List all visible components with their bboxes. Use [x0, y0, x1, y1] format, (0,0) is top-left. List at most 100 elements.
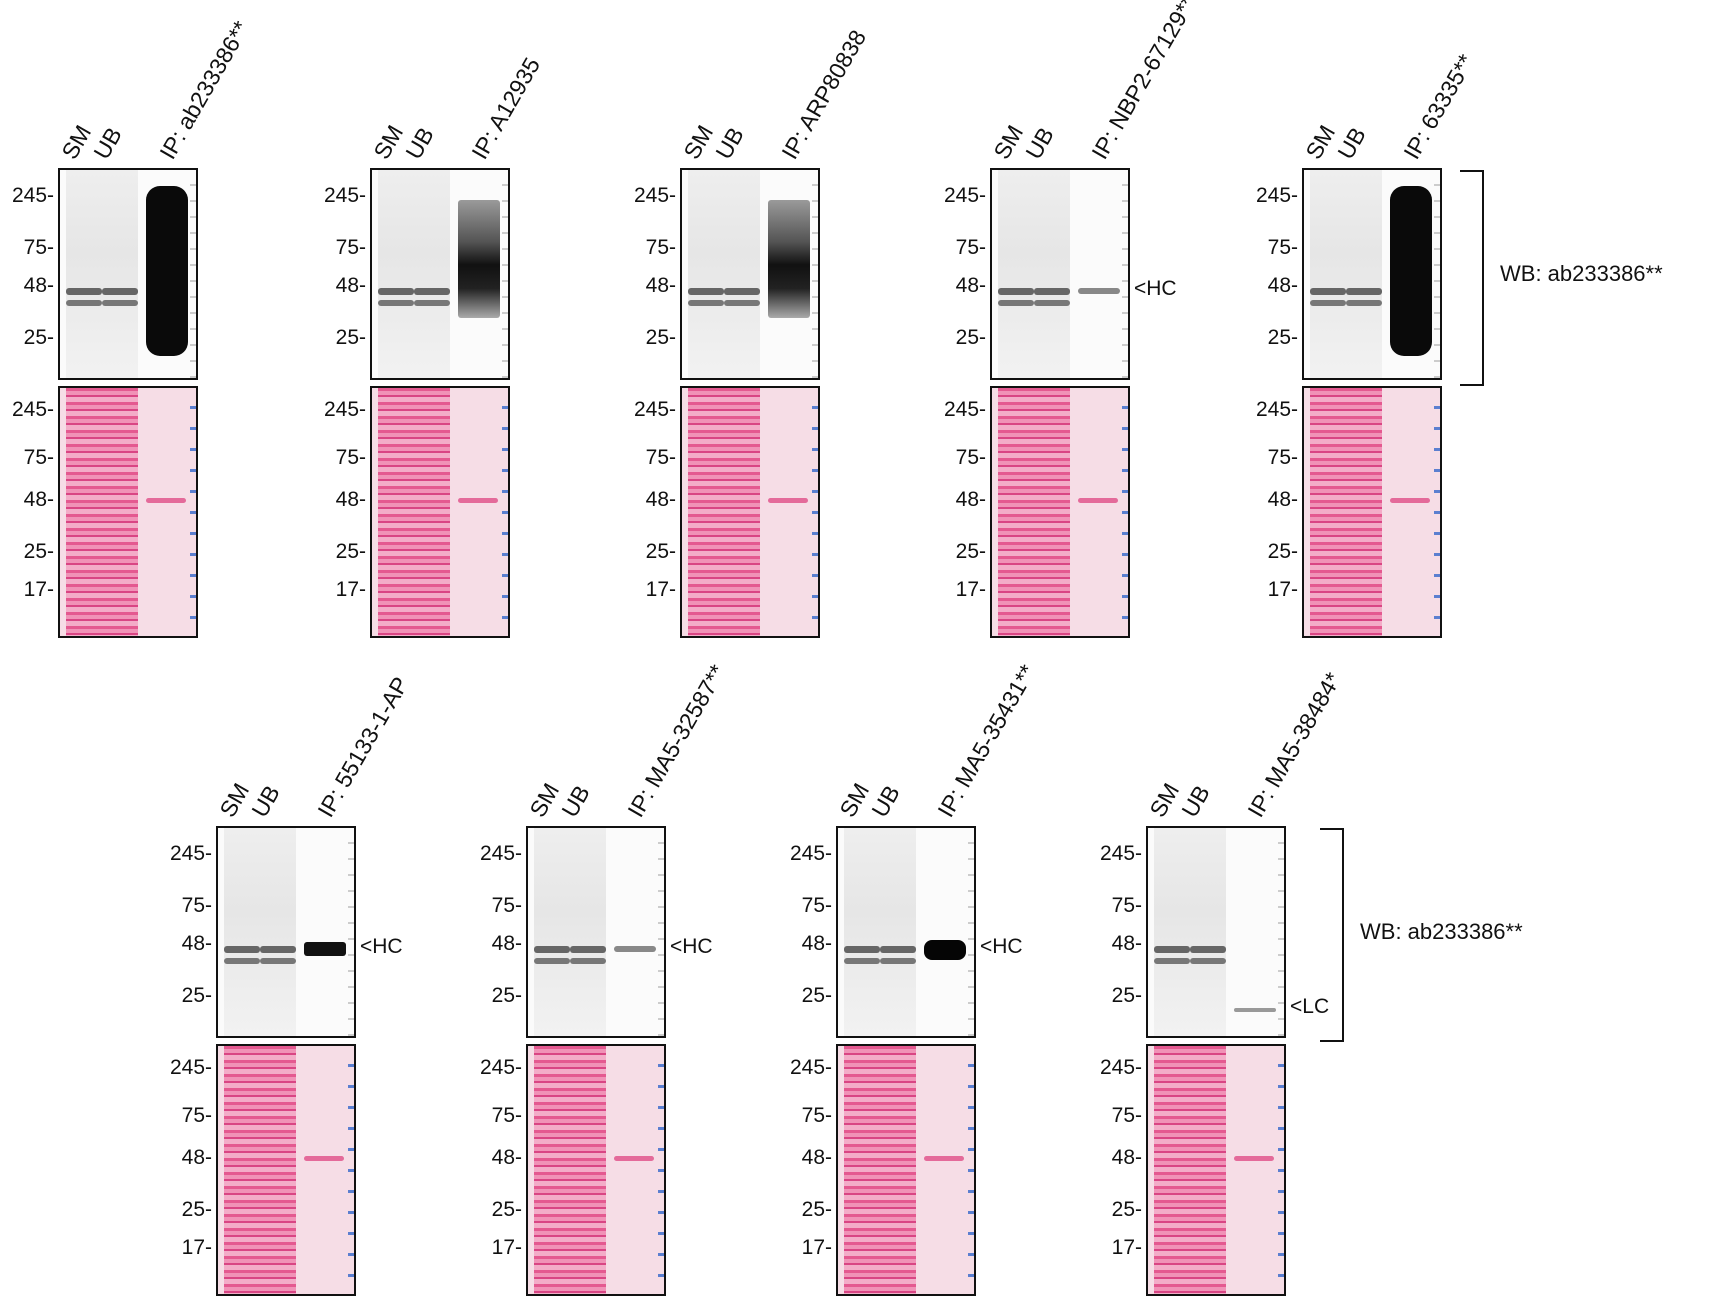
mw-label: 75-: [1111, 1104, 1142, 1127]
mw-label: 245-: [479, 842, 522, 865]
mw-label: 245-: [323, 184, 366, 207]
ponceau-stain: [58, 386, 198, 638]
lane-label: UB: [1020, 122, 1059, 164]
wb-antibody-label: WB: ab233386**: [1500, 261, 1663, 286]
mw-label: 25-: [801, 984, 832, 1007]
ponceau-stain: [990, 386, 1130, 638]
stain-lane: [224, 1046, 260, 1294]
protein-band: [102, 288, 138, 295]
mw-label: 245-: [479, 1056, 522, 1079]
mw-label: 75-: [335, 236, 366, 259]
mw-label: 25-: [1267, 540, 1298, 563]
mw-label: 48-: [1111, 932, 1142, 955]
lane-label: UB: [710, 122, 749, 164]
lane-label: SM: [56, 120, 97, 164]
lane-label: UB: [1332, 122, 1371, 164]
mw-label: 48-: [335, 488, 366, 511]
mw-label: 75-: [955, 236, 986, 259]
stain-lane: [1310, 388, 1346, 636]
stain-lane: [414, 388, 450, 636]
lane-smear: [724, 170, 760, 378]
mw-label: 25-: [1111, 984, 1142, 1007]
mw-label: 25-: [645, 326, 676, 349]
ip-lane-label: IP: ARP80838: [776, 25, 872, 164]
lane-smear: [844, 828, 880, 1036]
protein-band: [724, 300, 760, 306]
mw-label: 17-: [181, 1236, 212, 1259]
protein-band: [66, 300, 102, 306]
protein-band: [570, 958, 606, 964]
ip-lane-label: IP: MA5-32587**: [622, 660, 731, 822]
stain-ip-band: [924, 1156, 964, 1161]
wb-blot: [836, 826, 976, 1038]
wb-blot: [526, 826, 666, 1038]
protein-band: [1034, 300, 1070, 306]
mw-label: 75-: [181, 1104, 212, 1127]
ladder-marker: [502, 388, 508, 636]
protein-band: [880, 946, 916, 953]
stain-ip-band: [768, 498, 808, 503]
ladder-marker: [1278, 1046, 1284, 1294]
wb-blot: [990, 168, 1130, 380]
protein-band: [260, 958, 296, 964]
ladder-marker: [1122, 388, 1128, 636]
ladder-marker: [502, 170, 508, 378]
protein-band: [724, 288, 760, 295]
protein-band: [378, 288, 414, 295]
mw-label: 17-: [955, 578, 986, 601]
mw-label: 75-: [801, 894, 832, 917]
ip-band: [924, 940, 966, 960]
mw-label: 25-: [1267, 326, 1298, 349]
mw-label: 48-: [181, 932, 212, 955]
mw-label: 75-: [1111, 894, 1142, 917]
protein-band: [414, 300, 450, 306]
band-annotation: <HC: [670, 935, 713, 958]
lane-label: SM: [988, 120, 1029, 164]
mw-label: 48-: [955, 274, 986, 297]
mw-label: 48-: [801, 1146, 832, 1169]
ip-band: [146, 186, 188, 356]
lane-smear: [998, 170, 1034, 378]
lane-smear: [102, 170, 138, 378]
ladder-marker: [812, 170, 818, 378]
mw-label: 245-: [1255, 398, 1298, 421]
lane-label: UB: [400, 122, 439, 164]
lane-smear: [1346, 170, 1382, 378]
stain-lane: [378, 388, 414, 636]
lane-smear: [260, 828, 296, 1036]
ponceau-stain: [1146, 1044, 1286, 1296]
protein-band: [998, 300, 1034, 306]
stain-lane: [102, 388, 138, 636]
mw-label: 25-: [23, 540, 54, 563]
stain-lane: [1034, 388, 1070, 636]
ip-band: [614, 946, 656, 952]
wb-antibody-label: WB: ab233386**: [1360, 919, 1523, 944]
protein-band: [880, 958, 916, 964]
band-annotation: <HC: [1134, 277, 1177, 300]
mw-label: 17-: [23, 578, 54, 601]
mw-label: 245-: [789, 842, 832, 865]
band-annotation: <HC: [980, 935, 1023, 958]
mw-label: 48-: [23, 274, 54, 297]
protein-band: [378, 300, 414, 306]
ip-band: [1234, 1008, 1276, 1012]
mw-label: 245-: [11, 398, 54, 421]
ladder-marker: [1434, 388, 1440, 636]
lane-smear: [1310, 170, 1346, 378]
mw-label: 48-: [955, 488, 986, 511]
lane-label: SM: [1300, 120, 1341, 164]
ladder-marker: [658, 828, 664, 1036]
ponceau-stain: [370, 386, 510, 638]
protein-band: [534, 958, 570, 964]
mw-label: 75-: [23, 446, 54, 469]
mw-label: 25-: [801, 1198, 832, 1221]
lane-label: SM: [834, 778, 875, 822]
mw-label: 17-: [335, 578, 366, 601]
stain-ip-band: [304, 1156, 344, 1161]
mw-label: 245-: [633, 398, 676, 421]
lane-smear: [534, 828, 570, 1036]
mw-label: 245-: [169, 842, 212, 865]
ladder-marker: [348, 1046, 354, 1294]
mw-label: 25-: [491, 1198, 522, 1221]
mw-label: 48-: [645, 488, 676, 511]
